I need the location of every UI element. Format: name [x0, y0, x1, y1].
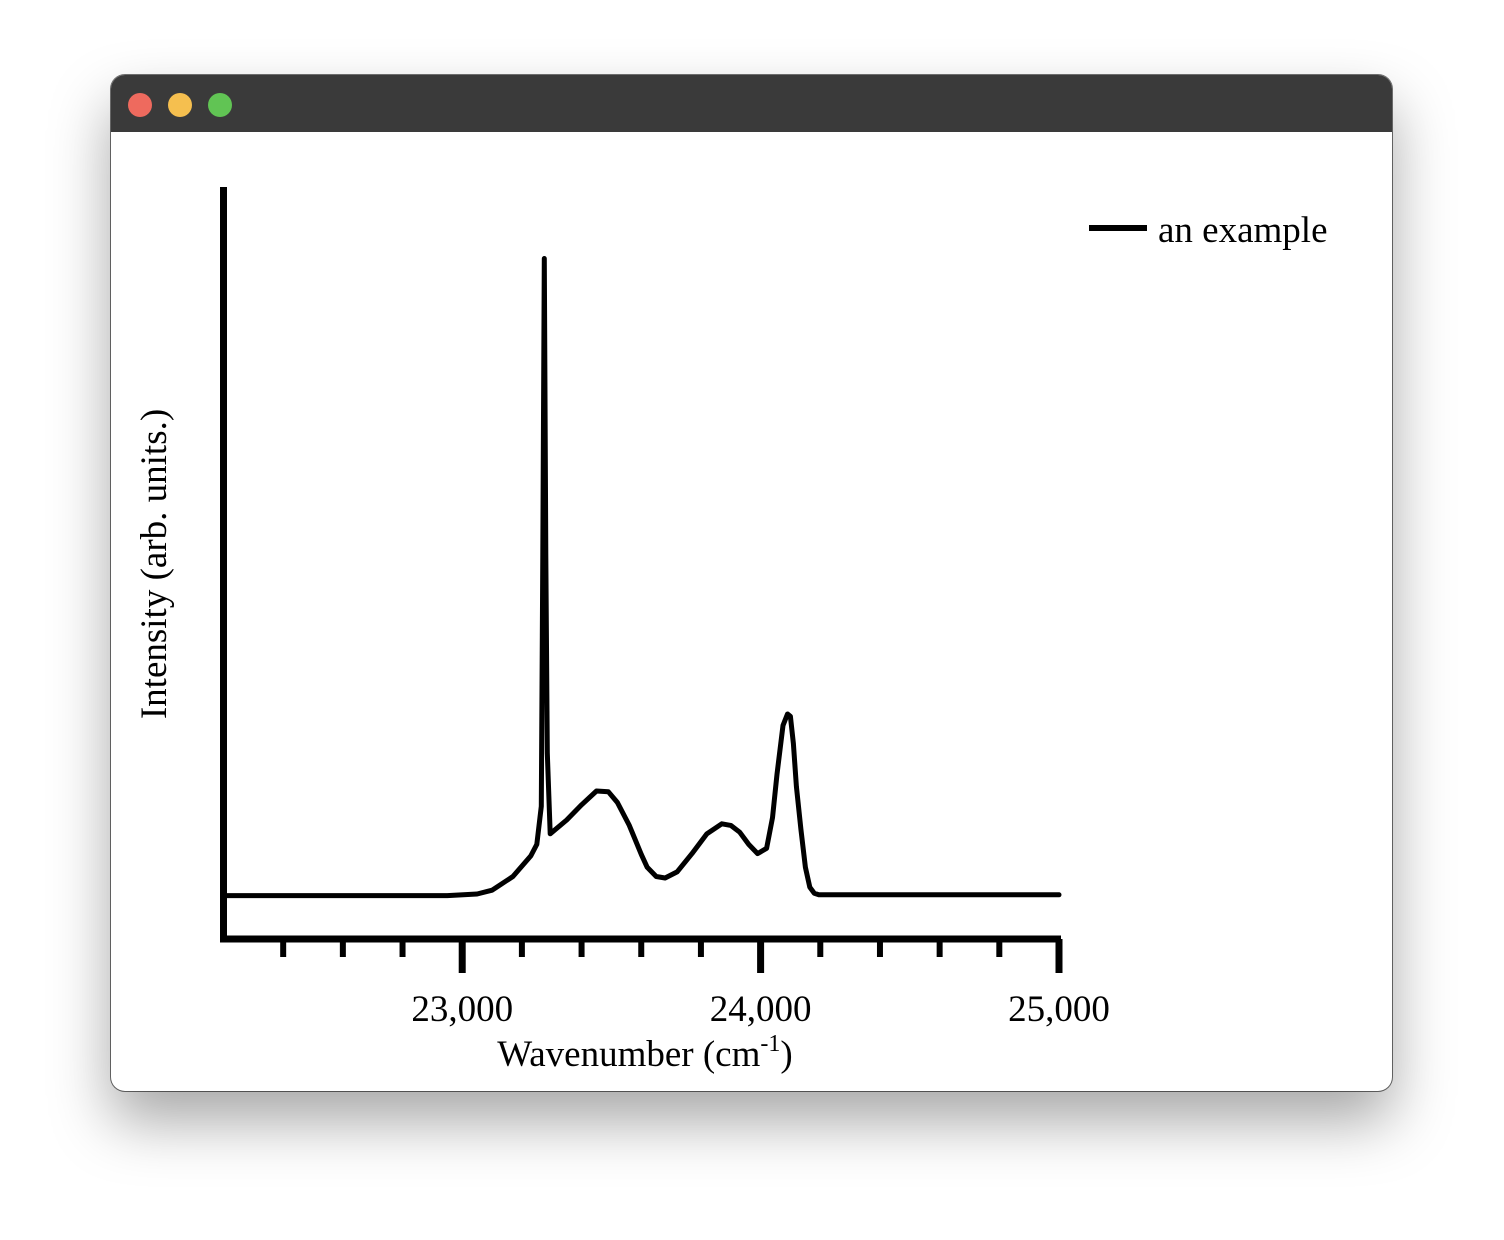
x-axis-tick-labels: 23,000 24,000 25,000 [411, 989, 1110, 1030]
maximize-window-button[interactable] [208, 93, 232, 117]
x-axis-label: Wavenumber (cm-1) [497, 1031, 792, 1075]
x-tick-label: 25,000 [1008, 989, 1110, 1030]
window-titlebar [111, 75, 1392, 132]
app-window: 23,000 24,000 25,000 Intensity (arb. units… [111, 75, 1392, 1091]
legend: an example [1089, 210, 1328, 251]
y-axis-label: Intensity (arb. units.) [134, 409, 175, 719]
close-window-button[interactable] [128, 93, 152, 117]
legend-label-an-example: an example [1158, 210, 1328, 251]
chart-canvas: 23,000 24,000 25,000 Intensity (arb. units… [134, 187, 1328, 1075]
x-axis-label-superscript: -1 [760, 1031, 780, 1057]
minimize-window-button[interactable] [168, 93, 192, 117]
x-tick-label: 24,000 [710, 989, 812, 1030]
x-axis-label-close: ) [780, 1034, 792, 1075]
series-line-an-example [221, 256, 1062, 899]
x-axis-ticks [280, 939, 1063, 973]
x-tick-label: 23,000 [411, 989, 513, 1030]
x-axis-label-main: Wavenumber (cm [497, 1034, 760, 1075]
